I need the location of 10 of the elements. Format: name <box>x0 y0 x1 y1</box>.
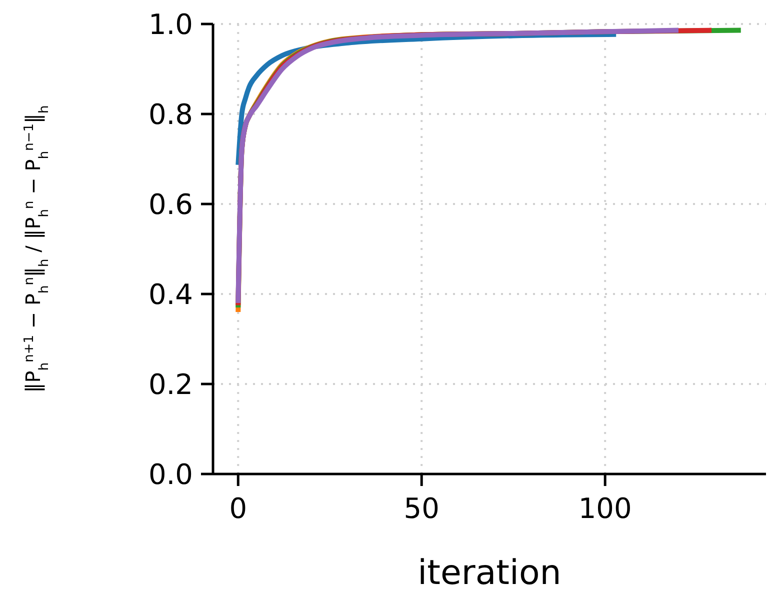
y-tick-label: 1.0 <box>148 8 193 41</box>
x-tick-label: 50 <box>404 492 440 525</box>
x-axis-title: iteration <box>418 553 562 593</box>
y-tick-label: 0.4 <box>148 278 193 311</box>
y-tick-label: 0.6 <box>148 188 193 221</box>
x-tick-label: 100 <box>578 492 632 525</box>
y-tick-label: 0.2 <box>148 368 193 401</box>
y-tick-label: 0.0 <box>148 458 193 491</box>
y-tick-label: 0.8 <box>148 98 193 131</box>
x-tick-label: 0 <box>229 492 248 525</box>
